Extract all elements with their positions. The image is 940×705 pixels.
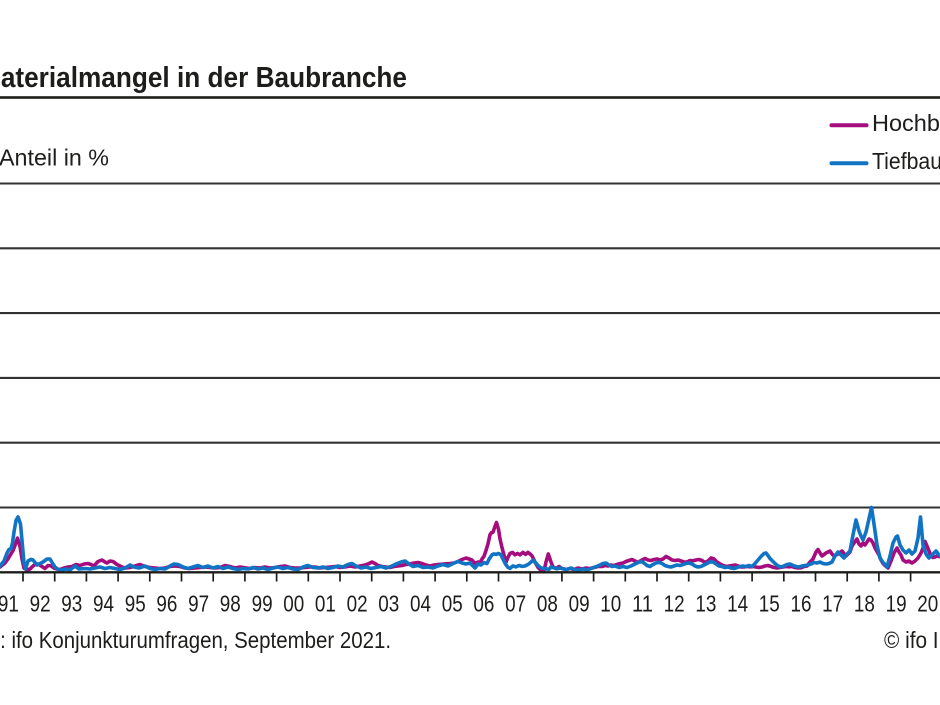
svg-text:99: 99 (252, 591, 273, 617)
svg-text:95: 95 (125, 591, 146, 617)
svg-text:01: 01 (315, 591, 336, 617)
svg-text:Anteil in %: Anteil in % (0, 145, 109, 171)
svg-text:© ifo Institut: © ifo Institut (884, 627, 940, 653)
svg-text:02: 02 (347, 591, 368, 617)
svg-text:03: 03 (378, 591, 399, 617)
svg-text:Quelle: ifo Konjunkturumfragen: Quelle: ifo Konjunkturumfragen, Septembe… (0, 627, 391, 653)
svg-text:16: 16 (791, 591, 812, 617)
svg-text:14: 14 (727, 591, 748, 617)
svg-text:Tiefbau: Tiefbau (872, 148, 940, 174)
svg-text:17: 17 (822, 591, 843, 617)
svg-text:12: 12 (664, 591, 685, 617)
svg-text:05: 05 (442, 591, 463, 617)
svg-text:07: 07 (505, 591, 526, 617)
svg-text:91: 91 (0, 591, 19, 617)
svg-text:18: 18 (854, 591, 875, 617)
svg-text:09: 09 (569, 591, 590, 617)
svg-text:10: 10 (600, 591, 621, 617)
svg-text:19: 19 (886, 591, 907, 617)
svg-text:93: 93 (61, 591, 82, 617)
svg-text:00: 00 (283, 591, 304, 617)
svg-text:04: 04 (410, 591, 431, 617)
svg-text:20: 20 (917, 591, 938, 617)
svg-text:92: 92 (30, 591, 51, 617)
svg-text:98: 98 (220, 591, 241, 617)
svg-text:97: 97 (188, 591, 209, 617)
svg-text:96: 96 (156, 591, 177, 617)
svg-text:13: 13 (695, 591, 716, 617)
svg-text:15: 15 (759, 591, 780, 617)
svg-text:94: 94 (93, 591, 114, 617)
svg-text:08: 08 (537, 591, 558, 617)
svg-text:11: 11 (632, 591, 653, 617)
svg-text:Materialmangel in der Baubranc: Materialmangel in der Baubranche (0, 62, 407, 94)
svg-text:06: 06 (473, 591, 494, 617)
svg-text:Hochbau: Hochbau (872, 110, 940, 136)
